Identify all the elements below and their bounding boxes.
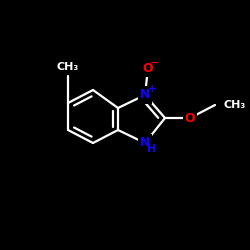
Text: CH₃: CH₃ [223,100,245,110]
Text: N: N [140,136,150,149]
Text: CH₃: CH₃ [57,62,79,72]
Text: −: − [150,58,160,68]
Text: O: O [185,112,195,124]
Text: N: N [140,88,150,102]
Text: +: + [148,84,156,94]
Text: H: H [148,144,156,154]
Text: O: O [143,62,153,74]
